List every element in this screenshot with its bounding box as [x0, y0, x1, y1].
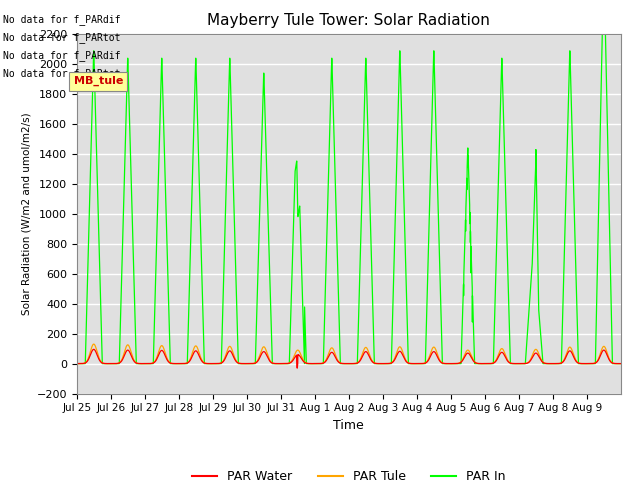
PAR Water [73, 360, 81, 366]
PAR Water [293, 365, 301, 371]
Line: PAR Water: PAR Water [77, 349, 621, 368]
Text: No data for f_PARdif: No data for f_PARdif [3, 50, 121, 61]
Line: PAR Tule: PAR Tule [77, 344, 621, 363]
Legend: PAR Water, PAR Tule, PAR In: PAR Water, PAR Tule, PAR In [188, 465, 510, 480]
PAR Tule [369, 359, 377, 365]
PAR Water [90, 347, 97, 352]
PAR In [498, 55, 506, 61]
PAR Tule [499, 346, 506, 351]
Y-axis label: Solar Radiation (W/m2 and umol/m2/s): Solar Radiation (W/m2 and umol/m2/s) [21, 112, 31, 315]
PAR Tule [617, 360, 625, 366]
Line: PAR In: PAR In [77, 0, 621, 364]
PAR Tule [90, 341, 97, 347]
PAR Water [539, 360, 547, 365]
PAR In [398, 127, 406, 132]
PAR Water [617, 360, 625, 366]
Text: No data for f_PARtot: No data for f_PARtot [3, 32, 121, 43]
PAR In [73, 361, 81, 367]
PAR Tule [277, 360, 285, 366]
PAR Water [369, 360, 377, 365]
PAR Water [398, 351, 406, 357]
PAR Tule [539, 359, 547, 365]
PAR In [525, 314, 532, 320]
Title: Mayberry Tule Tower: Solar Radiation: Mayberry Tule Tower: Solar Radiation [207, 13, 490, 28]
PAR Water [186, 358, 193, 364]
Text: MB_tule: MB_tule [74, 76, 123, 86]
PAR Tule [525, 359, 532, 365]
PAR Water [525, 360, 532, 365]
X-axis label: Time: Time [333, 419, 364, 432]
PAR Water [499, 349, 506, 355]
PAR In [369, 308, 377, 314]
PAR In [539, 357, 547, 362]
PAR Tule [186, 357, 193, 363]
PAR Tule [73, 360, 81, 366]
PAR Tule [398, 348, 406, 353]
PAR In [617, 361, 625, 367]
PAR In [186, 278, 193, 284]
Text: No data for f_PARdif: No data for f_PARdif [3, 13, 121, 24]
Text: No data for f_PARtot: No data for f_PARtot [3, 68, 121, 79]
